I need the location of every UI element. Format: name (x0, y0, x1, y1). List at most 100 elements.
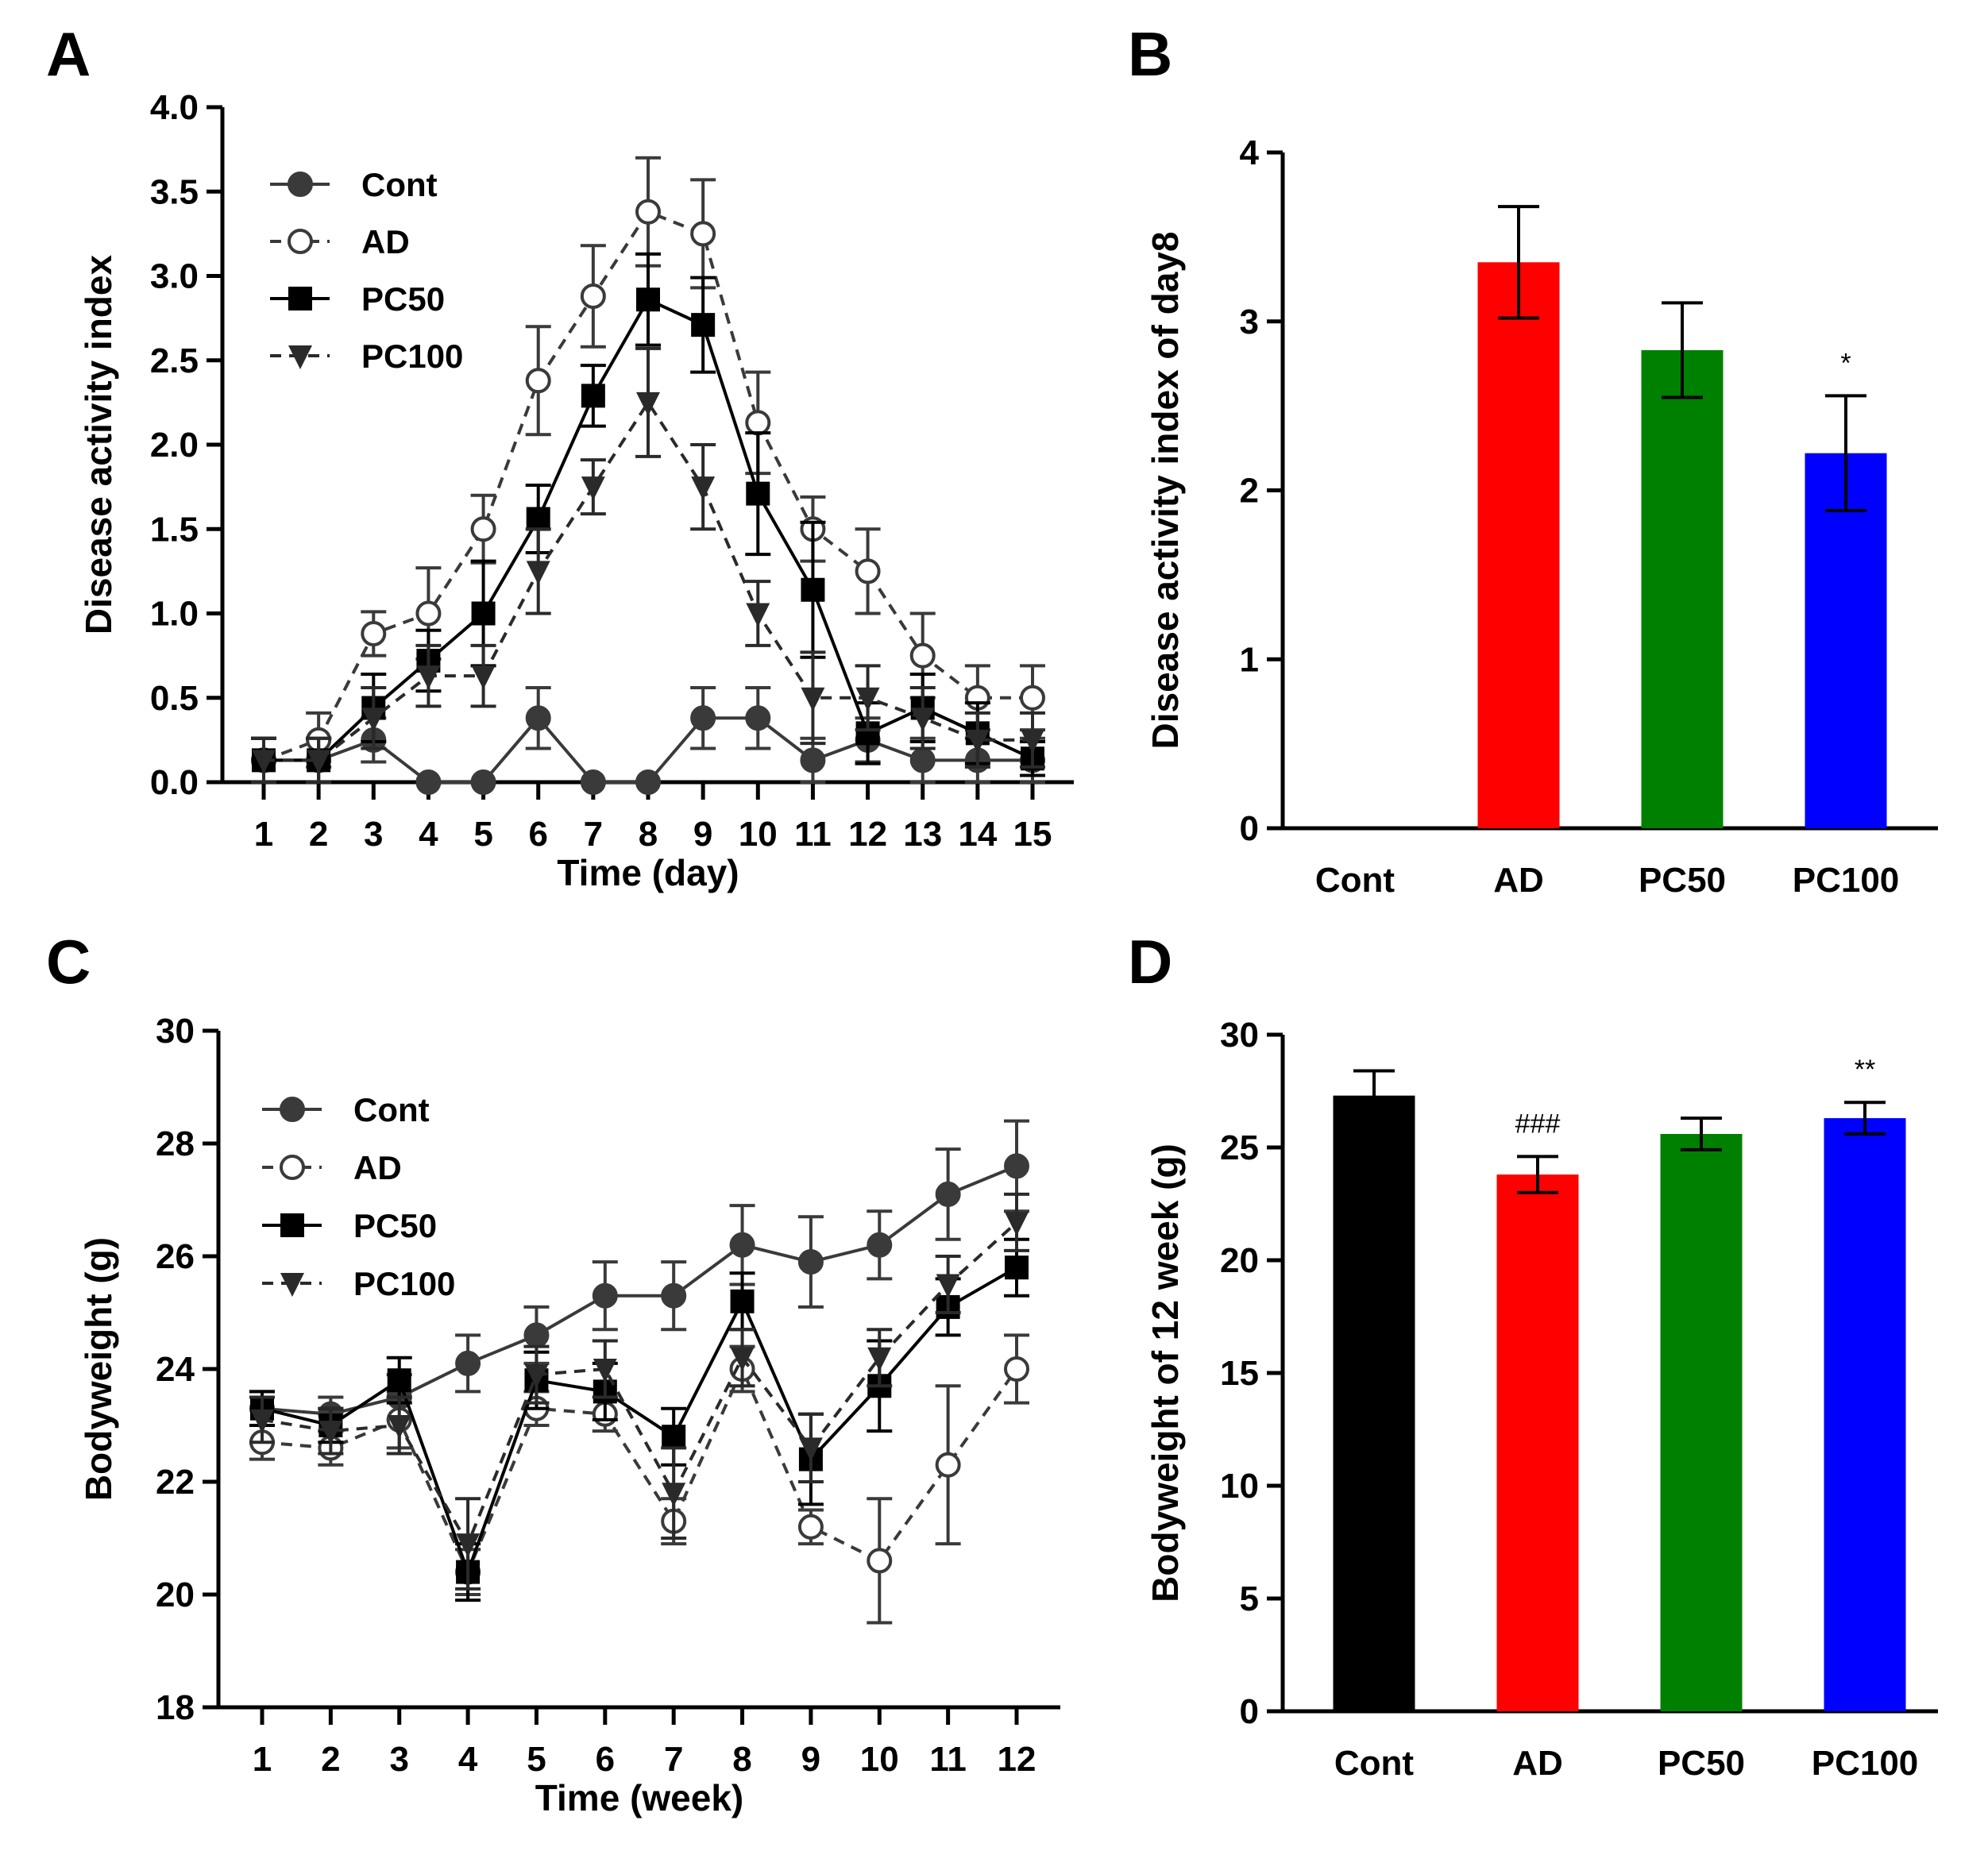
data-point (636, 391, 660, 416)
y-tick-label: 4.0 (150, 88, 199, 127)
data-point (456, 1533, 481, 1558)
data-point (523, 1322, 550, 1348)
x-tick-label: 10 (739, 815, 778, 854)
bar-pc100 (1824, 1118, 1906, 1711)
x-tick-label: 1 (253, 1740, 272, 1779)
series-line (261, 1266, 1017, 1577)
significance-annotation: ** (1855, 1055, 1875, 1085)
data-point (250, 1409, 274, 1433)
y-tick-label: 0.5 (150, 679, 199, 718)
data-point (288, 345, 312, 369)
bar-pc50 (1660, 1133, 1743, 1711)
x-tick-label: 12 (848, 815, 887, 854)
data-point (935, 1181, 961, 1207)
series-line (261, 1221, 1018, 1548)
data-point (909, 747, 936, 773)
data-point (525, 705, 551, 731)
y-tick-label: 5 (1240, 1579, 1259, 1618)
panel-letter: C (46, 927, 91, 997)
y-tick-label: 0 (1240, 1692, 1259, 1731)
panel-a: 0.0 0.5 1.0 1.5 2.0 2.5 3.0 3.5 4.0 Disease activ… (46, 19, 1074, 893)
data-point (1005, 1212, 1029, 1236)
data-point (580, 769, 606, 795)
x-tick-label: 3 (364, 815, 383, 854)
data-point (797, 1514, 824, 1540)
y-axis-title: Bodyweight (g) (78, 1237, 119, 1501)
y-tick-label: 30 (1220, 1016, 1259, 1055)
data-point (855, 687, 880, 712)
data-point (471, 601, 496, 626)
series-pc50 (251, 252, 1045, 784)
data-point (280, 1097, 305, 1122)
y-tick-label: 18 (156, 1688, 195, 1727)
data-point (470, 769, 496, 795)
data-point (526, 561, 550, 585)
y-tick-label: 3 (1240, 303, 1259, 341)
data-point (415, 769, 442, 795)
x-axis-title: Time (week) (535, 1777, 743, 1818)
y-tick-label: 10 (1220, 1467, 1259, 1506)
x-tick-label: 7 (664, 1740, 683, 1779)
y-tick-label: 1 (1240, 640, 1259, 679)
y-tick-label: 2.0 (150, 426, 199, 465)
series-line (261, 1365, 1018, 1576)
data-point (635, 769, 661, 795)
x-tick-label: 1 (254, 815, 273, 854)
x-tick-label: 2 (321, 1740, 340, 1779)
data-point (746, 603, 770, 627)
data-point (746, 481, 770, 506)
data-point (935, 1452, 961, 1478)
data-point (690, 221, 716, 247)
x-tick-label: PC50 (1658, 1744, 1745, 1783)
data-point (387, 1415, 411, 1439)
series-pc100 (251, 346, 1045, 784)
data-point (1004, 1153, 1029, 1179)
x-tick-label: 9 (693, 815, 712, 854)
x-tick-label: 6 (528, 815, 547, 854)
data-point (965, 729, 990, 754)
y-tick-label: 4 (1240, 133, 1260, 172)
data-point (691, 476, 716, 501)
data-point (252, 750, 276, 774)
x-tick-label: Cont (1334, 1744, 1415, 1783)
x-tick-label: 8 (639, 815, 658, 854)
legend-label: AD (353, 1149, 402, 1186)
data-point (307, 750, 331, 774)
x-tick-label: 2 (309, 815, 328, 854)
x-tick-label: PC100 (1812, 1744, 1919, 1783)
data-point (280, 1155, 305, 1180)
data-point (936, 1274, 960, 1298)
y-tick-label: 1.0 (150, 595, 199, 634)
series-ad (251, 156, 1045, 784)
data-point (662, 1483, 686, 1507)
data-point (288, 229, 313, 254)
x-tick-label: 11 (929, 1740, 967, 1779)
data-point (470, 516, 496, 542)
x-tick-label: 8 (732, 1740, 751, 1779)
y-tick-label: 3.5 (150, 172, 199, 211)
data-point (730, 1347, 755, 1371)
data-point (798, 1437, 823, 1462)
data-point (867, 1548, 893, 1574)
legend-label: PC50 (353, 1207, 437, 1244)
bar-cont (1333, 1095, 1415, 1711)
data-point (730, 1289, 755, 1313)
panel-d: 0 5 10 15 20 25 30 Bodyweight of 12 week (g) D Co… (1128, 927, 1938, 1783)
y-tick-label: 26 (156, 1237, 195, 1276)
x-tick-label: Cont (1315, 861, 1395, 900)
bar-pc50 (1641, 349, 1724, 829)
x-tick-label: PC50 (1639, 861, 1726, 900)
legend: Cont AD PC50 PC100 (270, 166, 463, 375)
data-point (280, 1213, 304, 1237)
data-point (524, 1364, 549, 1389)
significance-annotation: * (1840, 348, 1851, 378)
data-point (288, 172, 313, 197)
data-point (455, 1350, 481, 1376)
data-point (471, 665, 496, 690)
series-ad (249, 1333, 1029, 1625)
y-tick-label: 15 (1220, 1354, 1259, 1393)
legend-label: PC100 (361, 337, 463, 375)
x-tick-label: PC100 (1793, 861, 1900, 900)
data-point (691, 313, 716, 337)
